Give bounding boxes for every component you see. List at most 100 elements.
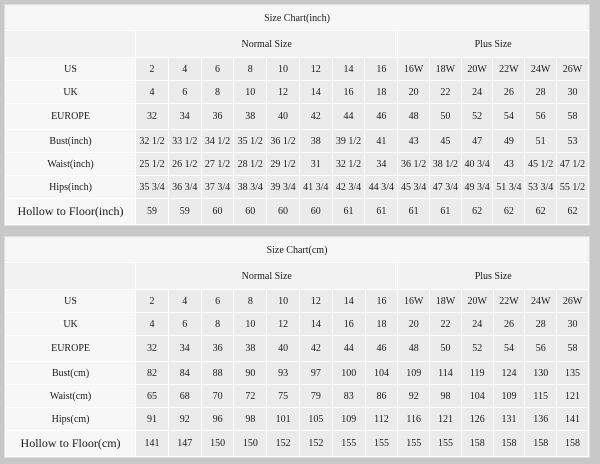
cell: 53 [555,129,590,153]
group-header-plus-size: Plus Size [397,30,589,58]
cell: 34 [167,335,202,362]
cell: 60 [233,198,268,225]
cell: 50 [429,335,462,362]
size-chart-inch-table: Size Chart(inch) Normal Size Plus Size U… [4,5,590,225]
cell: 61 [331,198,366,225]
cell: 12 [266,312,301,336]
cell: 26W [555,57,590,81]
cell: 92 [167,407,202,431]
cell: 72 [233,384,268,408]
cell: 53 3/4 [524,175,557,199]
cell: 47 3/4 [428,175,462,199]
cell: 51 3/4 [492,175,526,199]
cell: 4 [135,80,169,104]
cell: 124 [492,361,526,385]
cell: 42 3/4 [331,175,366,199]
cell: 28 [524,312,558,336]
cell: 43 [492,152,526,176]
cell: 38 [298,129,333,153]
cell: 135 [556,361,589,385]
cell: 8 [233,289,268,313]
group-header-row: Normal Size Plus Size [4,30,589,58]
cell: 24W [524,57,557,81]
cell: 54 [492,103,526,130]
cell: 14 [331,289,366,313]
cell: 47 1/2 [555,152,590,176]
cell: 35 1/2 [233,129,268,153]
cell: 10 [266,57,300,81]
cell: 28 1/2 [233,152,268,176]
table-row: EUROPE 32 34 36 38 40 42 44 46 48 50 52 … [4,335,589,362]
cell: 101 [266,407,301,431]
cell: 2 [135,57,169,81]
group-header-blank [4,30,137,58]
cell: 8 [200,312,235,336]
size-chart-cm-block: Size Chart(cm) Normal Size Plus Size US … [4,236,590,458]
cell: 39 3/4 [266,175,300,199]
cell: 48 [397,103,430,130]
cell: 44 [331,335,366,362]
cell: 20W [460,57,494,81]
cell: 62 [460,198,494,225]
cell: 26 [492,80,526,104]
cell: 56 [524,335,558,362]
cell: 114 [429,361,462,385]
cell: 60 [200,198,235,225]
cell: 155 [397,430,431,457]
cell: 100 [331,361,366,385]
cell: 32 [135,335,169,362]
cell: 115 [524,384,558,408]
cell: 6 [200,289,235,313]
cell: 58 [555,103,590,130]
cell: 32 1/2 [331,152,366,176]
cell: 104 [460,384,494,408]
cell: 36 1/2 [266,129,300,153]
cell: 6 [167,80,202,104]
row-label-uk: UK [4,312,137,336]
table-row: UK 4 6 8 10 12 14 16 18 20 22 24 26 28 3… [4,80,590,104]
cell: 45 [428,129,462,153]
group-header-plus-size: Plus Size [397,262,589,290]
cell: 50 [428,103,462,130]
cell: 8 [200,80,235,104]
cell: 32 1/2 [135,129,169,153]
cell: 49 [492,129,526,153]
cell: 33 1/2 [167,129,202,153]
cell: 55 1/2 [555,175,590,199]
cell: 34 [167,103,202,130]
cell: 49 3/4 [460,175,494,199]
cell: 150 [233,430,268,457]
cell: 112 [364,407,399,431]
row-label-europe: EUROPE [4,103,137,130]
table-row: US 2 4 6 8 10 12 14 16 16W 18W 20W 22W 2… [4,289,589,313]
cell: 30 [555,80,590,104]
cell: 34 [364,152,399,176]
chart-title-row: Size Chart(cm) [5,237,589,263]
cell: 79 [299,384,333,408]
cell: 121 [556,384,589,408]
cell: 44 3/4 [364,175,399,199]
chart-title: Size Chart(inch) [5,5,589,31]
cell: 14 [298,80,333,104]
cell: 131 [492,407,526,431]
group-header-normal-size: Normal Size [135,30,399,58]
cell: 39 1/2 [331,129,366,153]
table-row: Waist(cm) 65 68 70 72 75 79 83 86 92 98 … [4,384,589,408]
chart-title-row: Size Chart(inch) [5,5,589,31]
cell: 4 [135,312,169,336]
cell: 10 [266,289,301,313]
cell: 56 [524,103,557,130]
table-row: Bust(cm) 82 84 88 90 93 97 100 104 109 1… [4,361,589,385]
cell: 97 [299,361,333,385]
cell: 31 [298,152,333,176]
group-header-normal-size: Normal Size [135,262,399,290]
cell: 65 [135,384,169,408]
cell: 28 [524,80,557,104]
cell: 22 [428,80,462,104]
cell: 4 [167,57,202,81]
cell: 38 [233,103,268,130]
cell: 62 [524,198,557,225]
cell: 38 3/4 [233,175,268,199]
cell: 36 [200,103,235,130]
row-label-hips: Hips(inch) [4,175,137,199]
